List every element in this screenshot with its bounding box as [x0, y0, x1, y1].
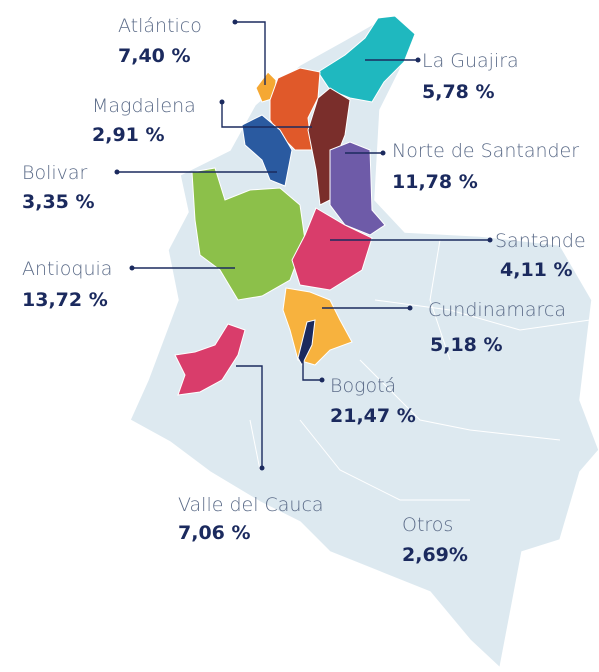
region-santander — [291, 207, 373, 291]
region-name: Bolivar — [22, 162, 88, 184]
region-value: 5,18 % — [430, 334, 503, 356]
region-name: Valle del Cauca — [178, 494, 324, 516]
region-name: Santande — [495, 230, 586, 252]
region-value: 21,47 % — [330, 405, 416, 427]
region-name: Cundinamarca — [428, 299, 566, 321]
country-outline — [129, 19, 599, 670]
region-name: Bogotá — [330, 375, 396, 397]
region-la-guajira — [317, 15, 416, 103]
region-value: 2,69% — [402, 544, 468, 566]
region-value: 3,35 % — [22, 191, 95, 213]
internal-borders — [249, 239, 591, 501]
region-name: Norte de Santander — [392, 140, 579, 162]
region-value: 4,11 % — [500, 259, 573, 281]
region-name: Otros — [402, 514, 453, 536]
region-value: 7,40 % — [118, 45, 191, 67]
region-bogota — [297, 319, 316, 367]
region-value: 11,78 % — [392, 171, 478, 193]
leader-lines — [114, 19, 493, 471]
region-value: 2,91 % — [92, 124, 165, 146]
region-bolivar — [241, 114, 293, 187]
region-name: Atlántico — [118, 15, 202, 37]
region-name: Magdalena — [92, 95, 196, 117]
region-cundinamarca — [282, 287, 353, 366]
region-name: La Guajira — [422, 50, 519, 72]
region-value: 5,78 % — [422, 81, 495, 103]
region-norte-santander — [329, 141, 386, 236]
region-name: Antioquia — [22, 258, 112, 280]
region-value: 7,06 % — [178, 522, 251, 544]
region-value: 13,72 % — [22, 289, 108, 311]
region-valle-cauca — [174, 323, 246, 396]
